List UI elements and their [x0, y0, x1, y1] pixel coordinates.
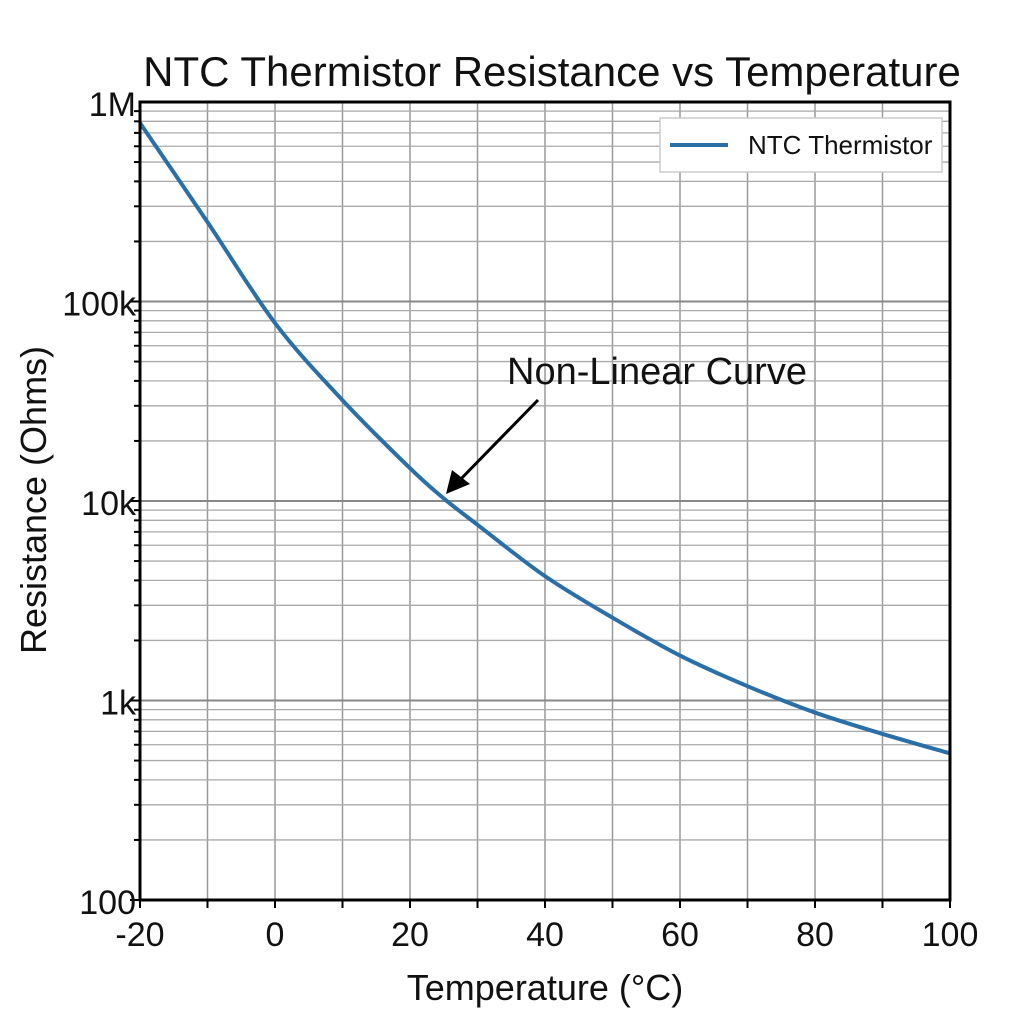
x-axis-label: Temperature (°C)	[407, 967, 683, 1008]
y-tick-label: 1M	[89, 86, 136, 124]
x-tick-label: 60	[661, 916, 699, 954]
grid	[139, 102, 951, 901]
chart-title: NTC Thermistor Resistance vs Temperature	[143, 48, 961, 95]
y-tick-label: 100	[79, 884, 136, 922]
x-tick-label: 80	[796, 916, 834, 954]
annotation-text: Non-Linear Curve	[507, 351, 807, 393]
x-tick-label: 100	[922, 916, 979, 954]
annotation: Non-Linear Curve	[446, 351, 807, 494]
axis-ticks: -20 0 20 40 60 80 100 100 1k 10k 100k 1M	[62, 86, 978, 954]
series-line-ntc-thermistor	[138, 121, 951, 756]
y-tick-label: 1k	[100, 685, 137, 723]
y-axis-label: Resistance (Ohms)	[13, 346, 54, 654]
x-tick-label: 0	[266, 916, 285, 954]
arrow-head-icon	[446, 470, 470, 494]
x-tick-label: 40	[526, 916, 564, 954]
x-tick-label: -20	[115, 916, 164, 954]
legend: NTC Thermistor	[659, 117, 943, 173]
annotation-arrow	[454, 398, 540, 486]
legend-label: NTC Thermistor	[748, 130, 933, 160]
x-tick-label: 20	[391, 916, 429, 954]
y-tick-label: 100k	[62, 286, 137, 324]
y-tick-label: 10k	[81, 485, 137, 523]
